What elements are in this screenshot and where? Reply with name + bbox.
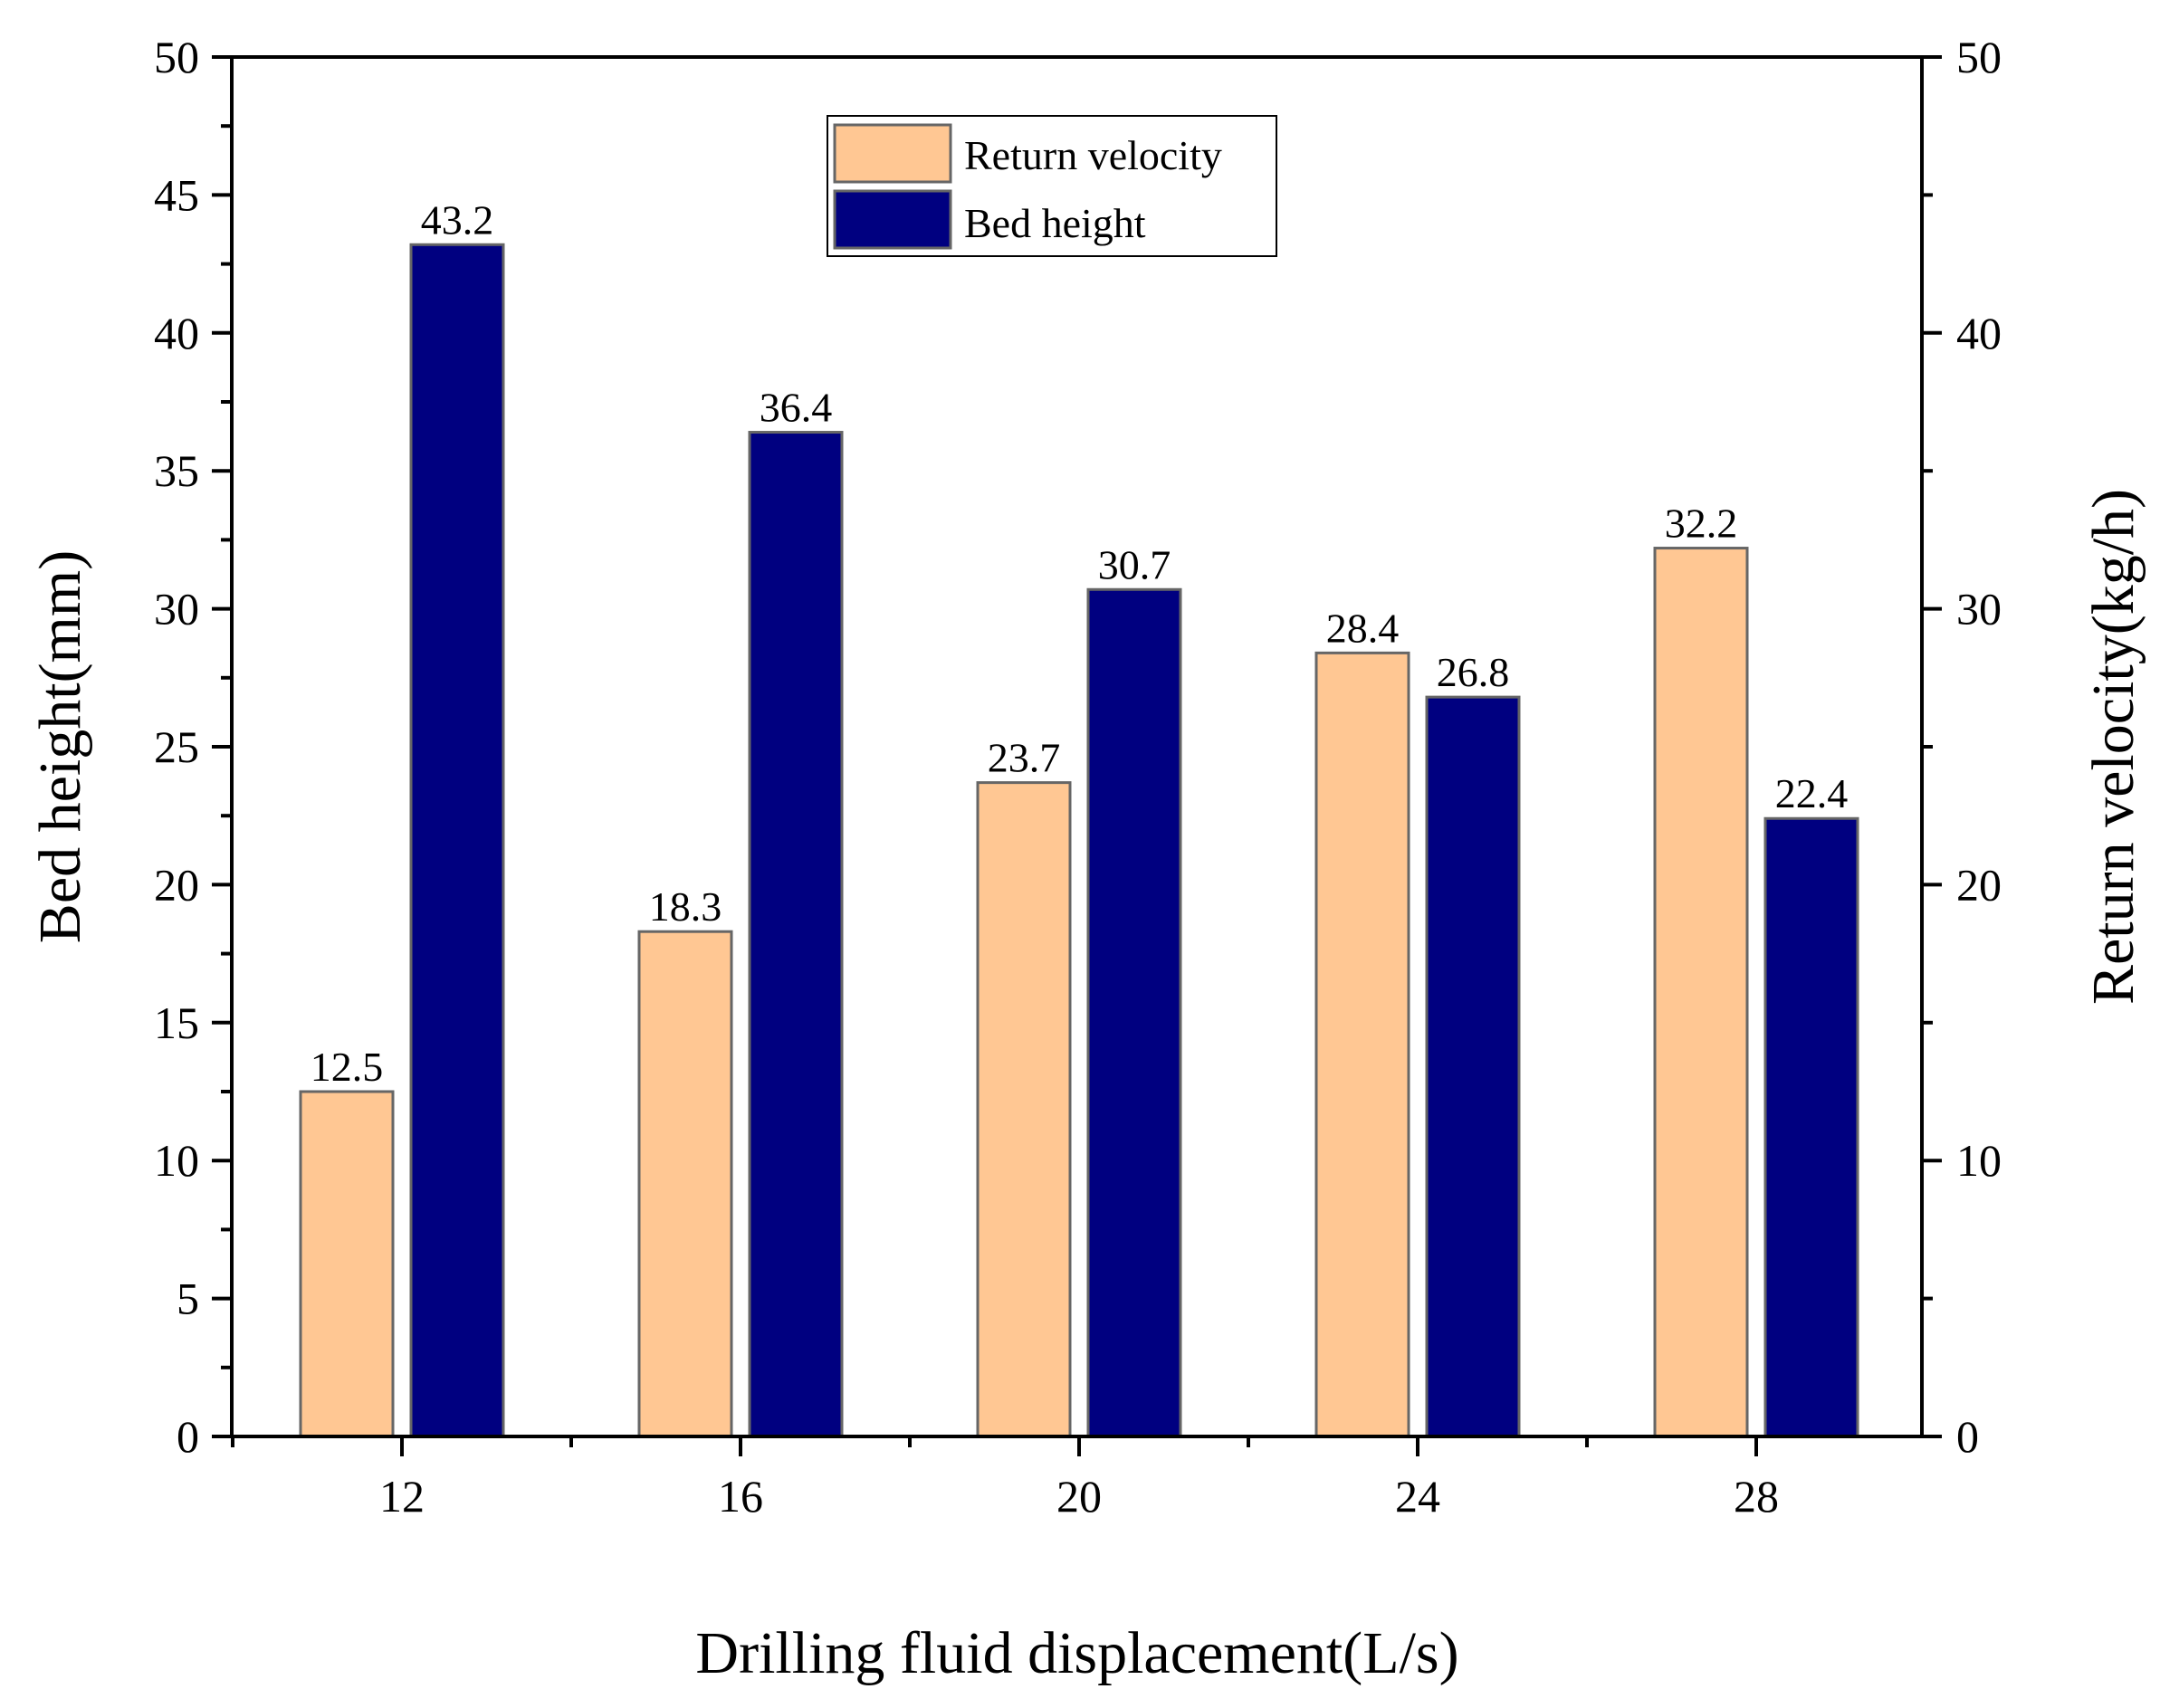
data-label-return-velocity-20: 23.7	[988, 735, 1061, 781]
x-tick-label-28: 28	[1734, 1471, 1779, 1522]
bar-bed-height-16	[748, 431, 844, 1438]
legend-label-return-velocity: Return velocity	[964, 132, 1222, 178]
x-tick-label-24: 24	[1395, 1471, 1440, 1522]
data-label-return-velocity-12: 12.5	[311, 1044, 384, 1090]
bar-bed-height-12	[409, 243, 505, 1438]
left-tick-label-40: 40	[154, 308, 199, 358]
x-axis-title: Drilling fluid displacement(L/s)	[695, 1620, 1458, 1686]
bar-return-velocity-28	[1653, 547, 1749, 1438]
bars-layer	[299, 243, 1859, 1438]
left-tick-label-10: 10	[154, 1135, 199, 1186]
legend-swatch-bed-height	[833, 189, 952, 250]
legend: Return velocity Bed height	[827, 115, 1277, 257]
data-label-bed-height-12: 43.2	[421, 196, 494, 243]
left-tick-label-15: 15	[154, 997, 199, 1048]
bar-return-velocity-12	[299, 1090, 395, 1438]
data-label-bed-height-28: 22.4	[1775, 770, 1849, 816]
data-label-return-velocity-28: 32.2	[1665, 501, 1738, 547]
right-y-axis-title: Return velocity(kg/h)	[2080, 489, 2146, 1005]
labels-layer: 12.5 18.3 23.7 28.4 32.2 43.2 36.4 30.7 26.8 22.4…	[154, 32, 2002, 1522]
right-tick-label-20: 20	[1956, 859, 2002, 910]
left-tick-label-5: 5	[177, 1274, 199, 1324]
bar-bed-height-28	[1763, 816, 1859, 1438]
left-tick-label-45: 45	[154, 169, 199, 220]
left-tick-label-35: 35	[154, 445, 199, 496]
bar-return-velocity-20	[976, 781, 1072, 1438]
right-tick-label-30: 30	[1956, 584, 2002, 635]
bar-return-velocity-16	[637, 930, 733, 1438]
data-label-return-velocity-16: 18.3	[649, 883, 722, 930]
data-label-bed-height-24: 26.8	[1437, 649, 1510, 695]
left-tick-label-50: 50	[154, 32, 199, 82]
data-label-bed-height-16: 36.4	[760, 385, 833, 431]
ticks-layer	[212, 55, 1942, 1456]
right-tick-label-0: 0	[1956, 1411, 1979, 1462]
bar-bed-height-24	[1425, 695, 1521, 1438]
left-tick-label-0: 0	[177, 1411, 199, 1462]
right-tick-label-10: 10	[1956, 1135, 2002, 1186]
x-tick-label-20: 20	[1056, 1471, 1102, 1522]
bar-bed-height-20	[1086, 587, 1182, 1438]
legend-swatch-return-velocity	[833, 123, 952, 184]
legend-label-bed-height: Bed height	[964, 200, 1146, 246]
left-tick-label-20: 20	[154, 859, 199, 910]
data-label-bed-height-20: 30.7	[1098, 541, 1171, 587]
data-label-return-velocity-24: 28.4	[1326, 605, 1400, 651]
x-tick-label-16: 16	[718, 1471, 763, 1522]
x-tick-label-12: 12	[379, 1471, 425, 1522]
left-tick-label-25: 25	[154, 721, 199, 772]
right-tick-label-50: 50	[1956, 32, 2002, 82]
left-y-axis-title: Bed height(mm)	[27, 550, 93, 943]
right-tick-label-40: 40	[1956, 308, 2002, 358]
bar-return-velocity-24	[1314, 651, 1410, 1438]
left-tick-label-30: 30	[154, 584, 199, 635]
